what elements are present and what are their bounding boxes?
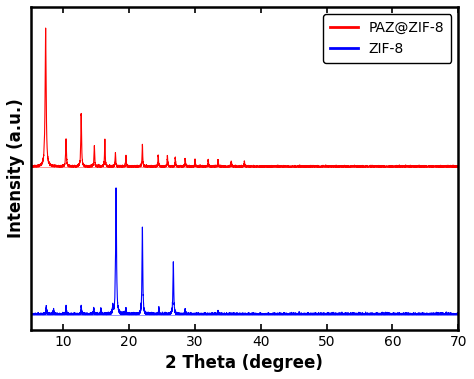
Legend: PAZ@ZIF-8, ZIF-8: PAZ@ZIF-8, ZIF-8 bbox=[323, 14, 451, 63]
Y-axis label: Intensity (a.u.): Intensity (a.u.) bbox=[7, 99, 25, 238]
X-axis label: 2 Theta (degree): 2 Theta (degree) bbox=[165, 354, 323, 372]
